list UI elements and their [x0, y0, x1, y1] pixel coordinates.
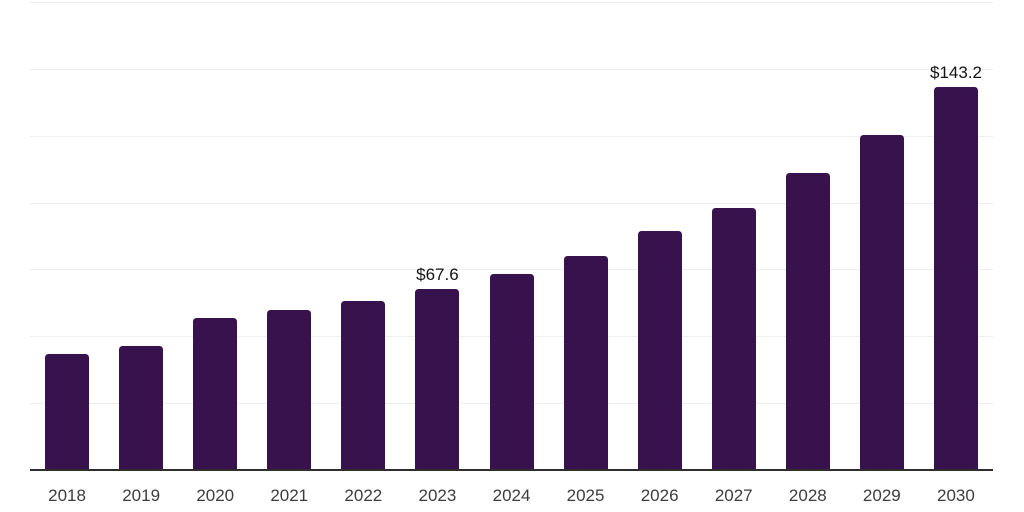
gridline: [30, 68, 993, 70]
bar-2026: [637, 230, 682, 470]
x-tick-label: 2027: [714, 486, 753, 505]
bar-value-label: $67.6: [416, 265, 459, 285]
x-tick-label: 2028: [788, 486, 827, 505]
x-tick-label: 2019: [122, 486, 161, 505]
x-tick-label: 2018: [48, 486, 86, 505]
x-tick-label: 2024: [492, 486, 531, 505]
x-tick-label: 2026: [640, 486, 679, 505]
bar-2028: [785, 173, 830, 470]
bar-2022: [341, 300, 386, 470]
bar-value-label: $143.2: [930, 63, 982, 82]
gridline: [30, 202, 993, 204]
x-tick-label: 2022: [344, 486, 383, 505]
bar-2019: [119, 345, 164, 470]
bar-2025: [563, 256, 608, 470]
bar-2020: [193, 318, 238, 470]
bar-2024: [489, 274, 534, 470]
x-axis-line: [30, 469, 993, 471]
bar-2023: [415, 289, 460, 470]
x-tick-label: 2030: [937, 486, 975, 505]
x-tick-label: 2020: [196, 486, 235, 505]
bar-2029: [859, 135, 904, 470]
gridline: [30, 2, 993, 3]
x-tick-label: 2023: [418, 486, 457, 505]
bar-2030: [934, 87, 978, 470]
bar-2021: [267, 309, 312, 470]
x-tick-label: 2025: [566, 486, 605, 505]
x-tick-label: 2029: [862, 486, 901, 505]
bar-2018: [45, 353, 89, 470]
gridline: [30, 269, 993, 271]
x-tick-label: 2021: [270, 486, 309, 505]
gridline: [30, 135, 993, 137]
bar-2027: [711, 207, 756, 470]
